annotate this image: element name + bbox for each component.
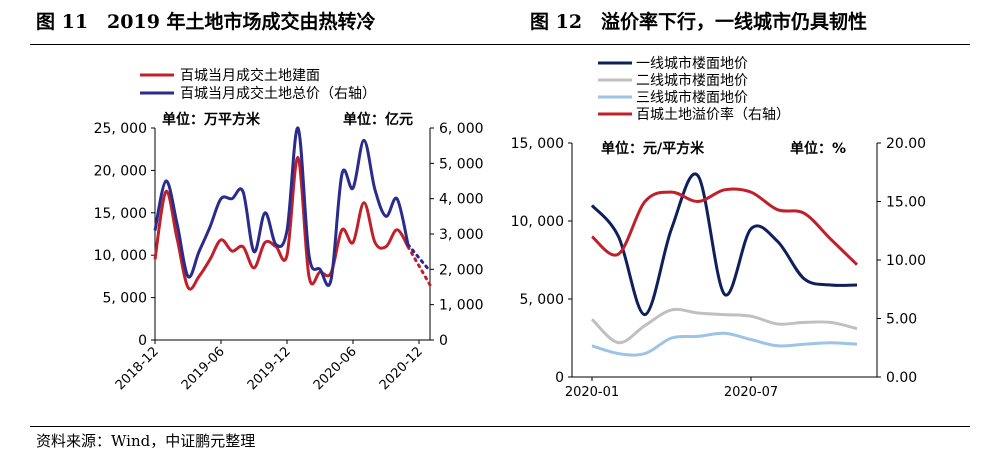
unit-label-left: 单位：元/平方米: [601, 140, 705, 157]
figure-11-title: 图 11 2019 年土地市场成交由热转冷: [36, 11, 376, 33]
source-note: 资料来源：Wind，中证鹏元整理: [36, 432, 256, 450]
series-line-tier2: [590, 307, 858, 345]
y-tick-label-right: 1, 000: [439, 298, 484, 314]
y-tick-label-left: 10, 000: [511, 214, 564, 230]
legend-label-area: 百城当月成交土地建面: [180, 67, 320, 84]
y-tick-label-right: 0.00: [886, 370, 917, 386]
figure-12-title: 图 12 溢价率下行，一线城市仍具韧性: [530, 11, 868, 33]
y-tick-label-right: 5.00: [886, 312, 917, 328]
y-tick-label-left: 15, 000: [511, 136, 564, 152]
unit-label-right: 单位：%: [790, 140, 846, 157]
y-tick-label-left: 0: [555, 370, 564, 386]
y-tick-label-left: 25, 000: [94, 121, 147, 137]
y-tick-label-right: 6, 000: [439, 121, 484, 137]
y-tick-label-right: 4, 000: [439, 192, 484, 208]
series-line-tier3: [591, 331, 858, 357]
y-tick-label-left: 5, 000: [519, 292, 564, 308]
legend-label-tier3: 三线城市楼面地价: [636, 89, 748, 106]
y-tick-label-left: 5, 000: [102, 291, 147, 307]
top-rule: [30, 44, 970, 45]
legend-label-premium: 百城土地溢价率（右轴）: [636, 106, 790, 123]
series-line-tier1: [590, 172, 858, 317]
y-tick-label-right: 15.00: [886, 195, 926, 211]
x-tick-label: 2020-01: [565, 385, 619, 400]
y-tick-label-right: 5, 000: [439, 156, 484, 172]
series-line-area: [153, 156, 410, 291]
series-projection-area: [406, 245, 432, 287]
legend-label-tier1: 一线城市楼面地价: [636, 55, 748, 72]
y-tick-label-right: 20.00: [886, 136, 926, 152]
y-tick-label-left: 20, 000: [94, 163, 147, 179]
y-tick-label-right: 10.00: [886, 253, 926, 269]
unit-label-right: 单位：亿元: [343, 111, 413, 128]
series-line-price: [153, 126, 410, 288]
unit-label-left: 单位：万平方米: [162, 111, 261, 128]
legend-label-price: 百城当月成交土地总价（右轴）: [180, 85, 376, 102]
y-tick-label-left: 15, 000: [94, 206, 147, 222]
y-tick-label-right: 2, 000: [439, 262, 484, 278]
series-projection-price: [406, 243, 432, 273]
y-tick-label-right: 3, 000: [439, 227, 484, 243]
legend-label-tier2: 二线城市楼面地价: [636, 72, 748, 89]
y-tick-label-left: 10, 000: [94, 248, 147, 264]
y-tick-label-left: 0: [138, 333, 147, 349]
x-tick-label: 2020-07: [724, 385, 778, 400]
series-line-premium: [591, 187, 859, 266]
bottom-rule: [30, 426, 970, 427]
y-tick-label-right: 0: [439, 333, 448, 349]
